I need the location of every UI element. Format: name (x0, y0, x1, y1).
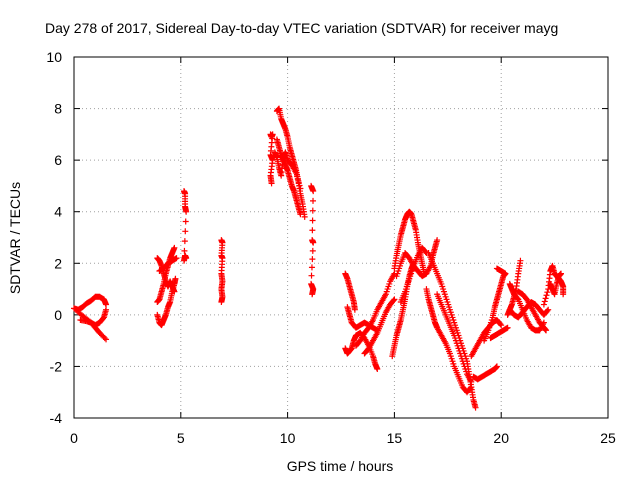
data-point (310, 197, 317, 204)
data-point (544, 307, 551, 314)
x-tick-label: 10 (280, 430, 296, 446)
y-axis-label: SDTVAR / TECUs (7, 182, 23, 294)
data-point (493, 265, 500, 272)
y-tick-label: 0 (54, 307, 62, 323)
grid-lines (74, 57, 608, 418)
data-point (544, 289, 551, 296)
data-point (545, 306, 552, 313)
data-points (71, 105, 567, 411)
data-point (103, 301, 110, 308)
data-point (171, 288, 178, 295)
data-point (540, 301, 547, 308)
data-point (309, 207, 316, 214)
data-point (310, 239, 317, 246)
data-point (181, 247, 188, 254)
y-tick-label: 8 (54, 101, 62, 117)
data-point (309, 227, 316, 234)
data-point (514, 295, 521, 302)
data-point (434, 237, 441, 244)
data-point (308, 272, 315, 279)
data-point (309, 291, 316, 298)
data-point (390, 297, 397, 304)
y-tick-label: -2 (50, 358, 63, 374)
data-point (422, 248, 429, 255)
data-point (183, 208, 190, 215)
y-tick-label: 4 (54, 204, 62, 220)
data-point (468, 378, 475, 385)
x-tick-label: 5 (177, 430, 185, 446)
x-axis-label: GPS time / hours (287, 458, 394, 474)
data-point (296, 182, 303, 189)
data-point (181, 238, 188, 245)
data-point (293, 173, 300, 180)
data-point (517, 257, 524, 264)
plot-frame (73, 56, 609, 419)
data-point (295, 179, 302, 186)
y-tick-label: 6 (54, 152, 62, 168)
data-point (560, 291, 567, 298)
data-point (101, 335, 108, 342)
data-point (293, 170, 300, 177)
data-point (504, 324, 511, 331)
data-point (351, 306, 358, 313)
data-point (472, 404, 479, 411)
data-point (543, 327, 550, 334)
data-point (308, 264, 315, 271)
chart-title: Day 278 of 2017, Sidereal Day-to-day VTE… (45, 20, 558, 36)
data-point (543, 292, 550, 299)
data-point (310, 188, 317, 195)
data-point (309, 247, 316, 254)
data-point (103, 336, 110, 343)
data-point (297, 211, 304, 218)
data-point (172, 275, 179, 282)
data-point (374, 366, 381, 373)
data-point (294, 176, 301, 183)
data-point (218, 298, 225, 305)
y-tick-label: -4 (50, 410, 63, 426)
data-point (183, 255, 190, 262)
data-point (182, 228, 189, 235)
axis-ticks: 0 5 10 15 20 25 -4 -2 0 2 4 6 8 10 (46, 49, 616, 446)
data-point (542, 295, 549, 302)
y-tick-label: 2 (54, 255, 62, 271)
data-point (173, 255, 180, 262)
data-point (498, 322, 505, 329)
data-point (493, 363, 500, 370)
data-point (171, 244, 178, 251)
data-point (309, 256, 316, 263)
data-point (309, 217, 316, 224)
data-point (558, 270, 565, 277)
data-point (497, 321, 504, 328)
data-point (391, 296, 398, 303)
x-tick-label: 20 (493, 430, 509, 446)
x-tick-label: 25 (600, 430, 616, 446)
data-point (103, 306, 110, 313)
y-tick-label: 10 (46, 49, 62, 65)
x-tick-label: 15 (387, 430, 403, 446)
data-point (268, 180, 275, 187)
data-point (301, 213, 308, 220)
data-point (182, 218, 189, 225)
data-point (297, 185, 304, 192)
data-point (541, 298, 548, 305)
x-tick-label: 0 (70, 430, 78, 446)
